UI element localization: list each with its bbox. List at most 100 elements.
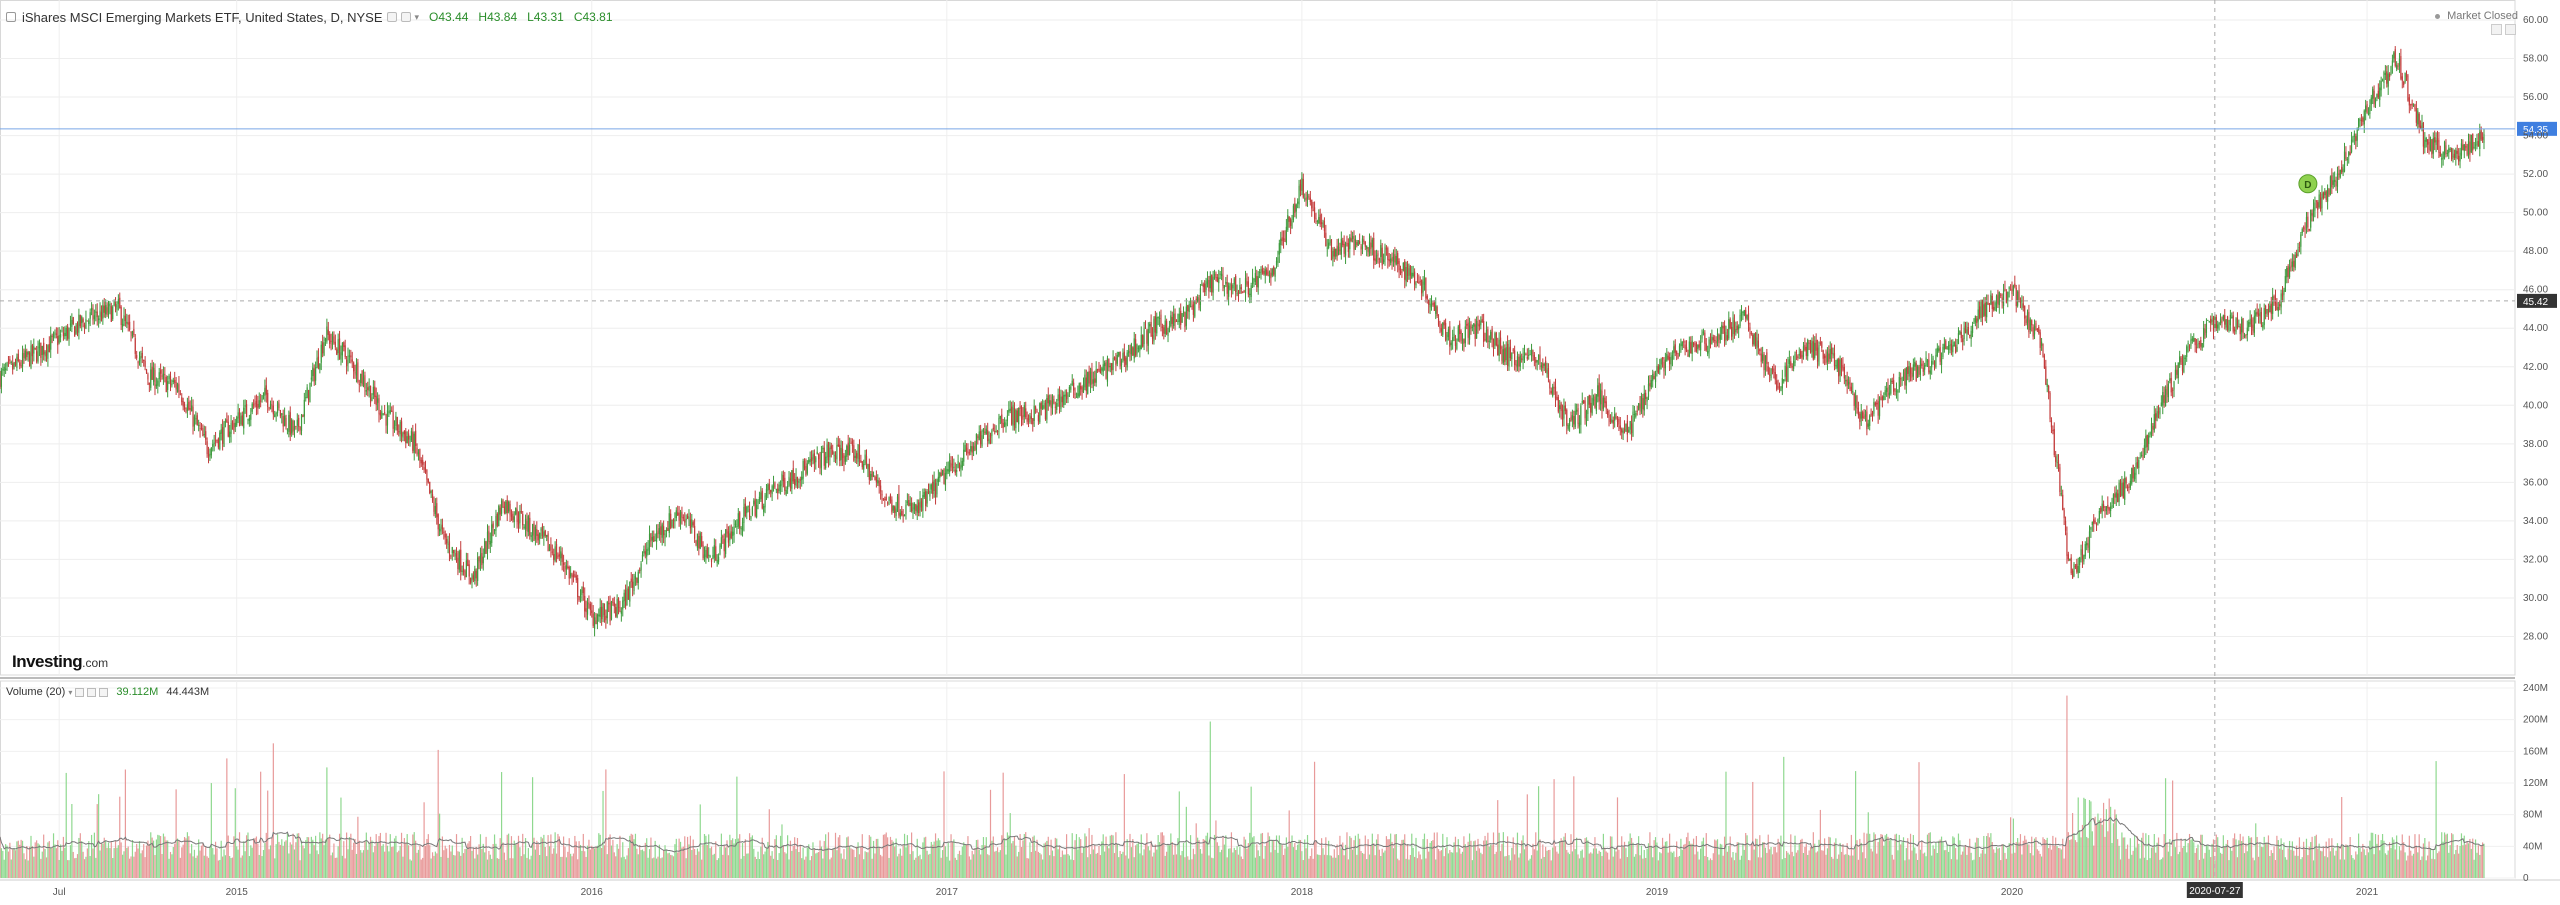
volume-bar (1385, 836, 1388, 878)
candle-body (1794, 353, 1796, 364)
volume-bar (262, 850, 265, 878)
candle-body (1931, 360, 1933, 368)
volume-bar (1642, 858, 1644, 878)
volume-bar (723, 845, 725, 878)
volume-bar (554, 832, 556, 878)
candle-body (2334, 179, 2336, 182)
candle-body (178, 383, 180, 393)
candle-body (1240, 287, 1242, 290)
candle-body (756, 504, 758, 518)
candle-body (1825, 355, 1827, 364)
candle-body (1271, 268, 1273, 276)
candle-body (1907, 366, 1909, 374)
volume-bar (90, 834, 93, 878)
candle-body (1874, 402, 1876, 406)
volume-bar (1535, 832, 1537, 878)
candle-body (919, 498, 921, 511)
volume-bar (1981, 849, 1984, 878)
candle-body (1251, 276, 1254, 285)
candle-body (467, 559, 469, 567)
candle-body (551, 551, 553, 553)
volume-bar (1604, 847, 1606, 878)
candle-body (519, 510, 521, 524)
candle-body (2386, 71, 2388, 84)
volume-bar (1039, 852, 1041, 878)
volume-bar (316, 850, 318, 878)
candle-body (1368, 241, 1371, 254)
volume-bar (417, 849, 420, 878)
candle-body (1075, 396, 1078, 398)
volume-bar (1605, 851, 1607, 878)
volume-bar (785, 853, 787, 878)
candle-body (1437, 318, 1440, 325)
candle-body (1170, 315, 1172, 326)
volume-bar (720, 833, 722, 878)
volume-bar (987, 854, 989, 878)
volume-bar (465, 848, 467, 878)
volume-bar (130, 856, 132, 878)
candle-body (1976, 318, 1978, 324)
volume-bar (1467, 841, 1469, 878)
volume-bar (1011, 843, 1013, 878)
candle-body (672, 519, 675, 521)
volume-bar (1539, 839, 1541, 878)
candle-body (1381, 247, 1383, 266)
candle-body (16, 356, 18, 369)
volume-bar (1391, 841, 1393, 878)
volume-bar (1285, 837, 1287, 878)
volume-bar (1130, 847, 1132, 878)
volume-bar (1418, 851, 1420, 878)
candle-body (925, 491, 927, 507)
candle-body (1109, 366, 1111, 368)
candle-body (1793, 361, 1795, 369)
candle-body (75, 324, 77, 334)
volume-bar (1225, 835, 1227, 878)
volume-bar (209, 846, 211, 878)
candle-body (2479, 131, 2481, 150)
candle-body (492, 523, 494, 528)
volume-bar (1888, 840, 1891, 878)
volume-bar (195, 857, 197, 878)
candle-body (1316, 220, 1318, 222)
candle-body (1433, 302, 1435, 311)
volume-bar (998, 852, 1000, 878)
candle-body (2043, 355, 2046, 369)
volume-bar (1416, 858, 1419, 878)
volume-bar (1464, 844, 1466, 878)
volume-bar (131, 839, 134, 878)
volume-bar (461, 837, 463, 878)
volume-bar (1952, 836, 1954, 878)
candle-body (1442, 322, 1444, 335)
candle-body (606, 601, 608, 619)
candle-body (1633, 413, 1635, 415)
candle-body (2419, 125, 2422, 130)
volume-bar (1781, 859, 1783, 878)
volume-bar (765, 847, 768, 878)
volume-bar (296, 833, 298, 878)
volume-bar (782, 845, 784, 878)
candle-body (121, 323, 124, 327)
volume-bar (884, 834, 886, 878)
volume-bar (124, 769, 126, 878)
volume-bar (1667, 852, 1669, 878)
candle-body (574, 574, 576, 577)
volume-bar (1040, 854, 1042, 878)
candle-body (1828, 353, 1830, 362)
volume-bar (1974, 842, 1976, 878)
volume-bar (571, 856, 573, 878)
candle-body (1326, 247, 1328, 249)
candle-body (1443, 321, 1445, 326)
volume-bar (292, 833, 294, 878)
volume-bar (1687, 832, 1689, 878)
candle-body (1280, 238, 1282, 245)
candle-body (1669, 357, 1671, 365)
volume-bar (522, 833, 524, 878)
volume-bar (558, 836, 560, 878)
volume-bar (1935, 842, 1937, 878)
candle-body (2421, 123, 2423, 130)
candle-body (2360, 119, 2363, 122)
candle-body (1739, 314, 1741, 327)
candle-body (1876, 402, 1878, 405)
volume-bar (1800, 839, 1802, 878)
